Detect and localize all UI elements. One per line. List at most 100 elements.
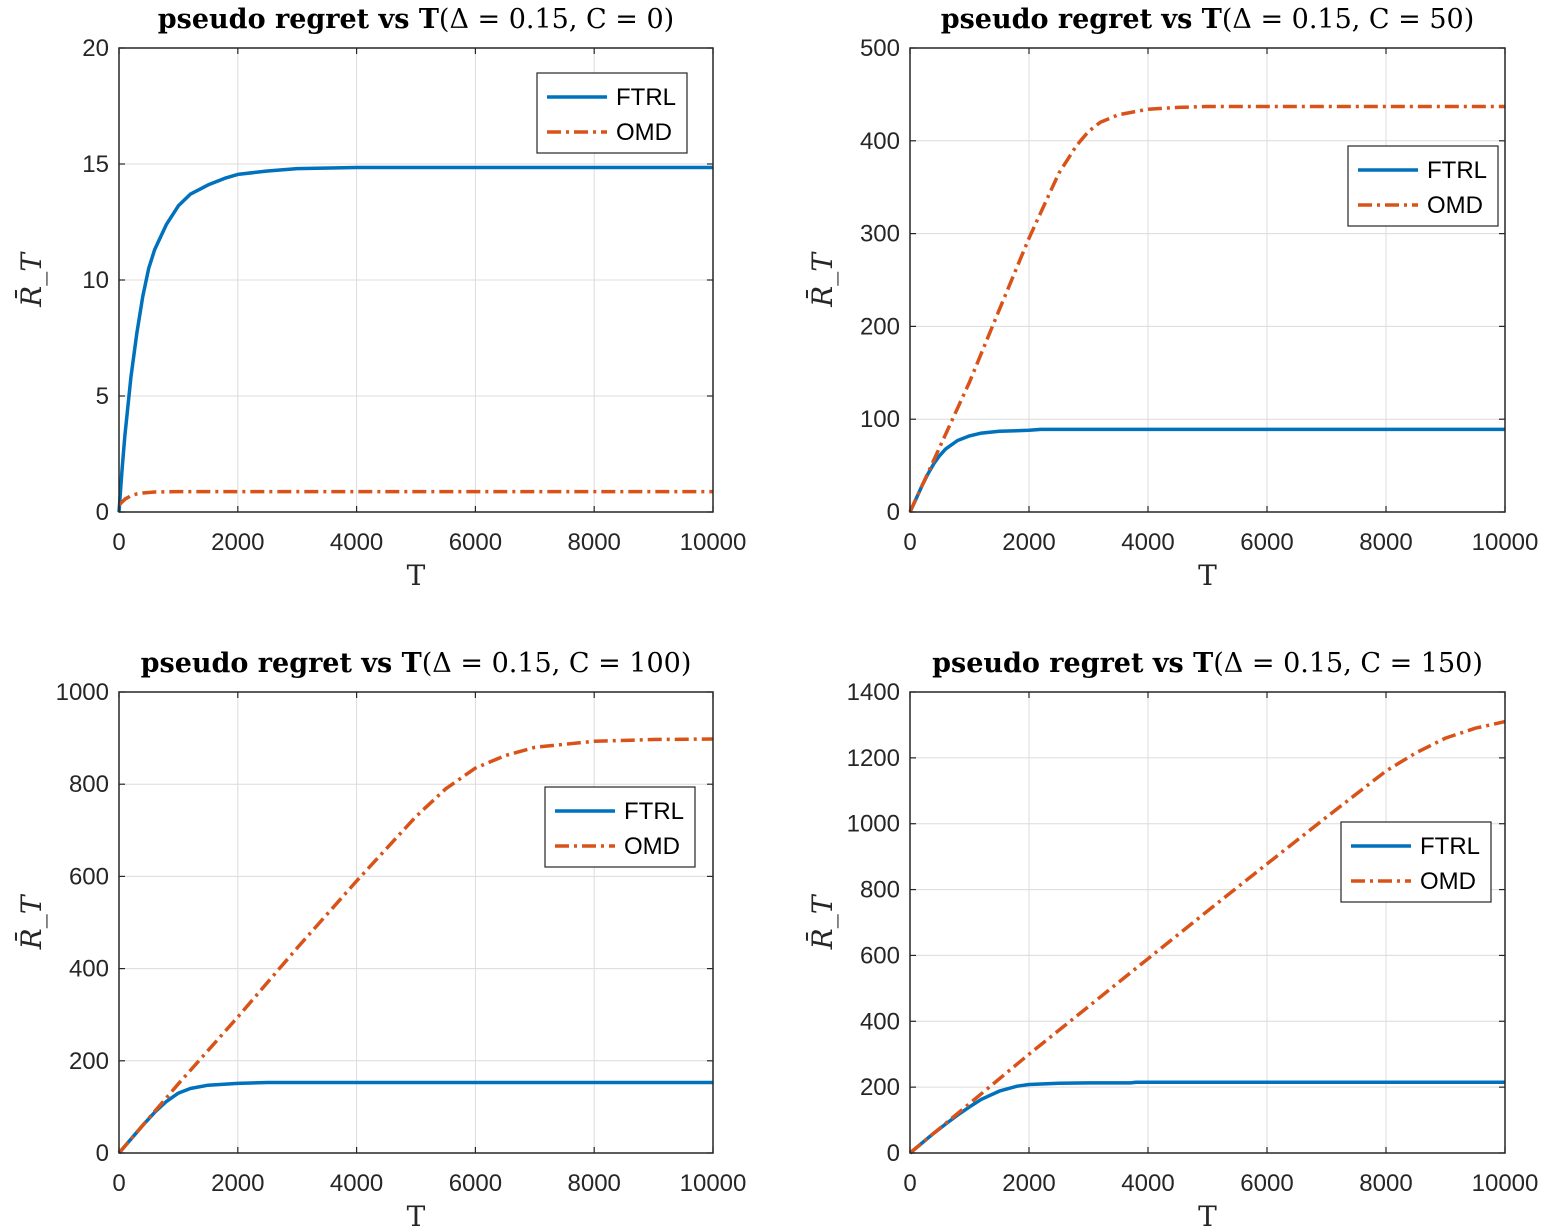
legend-label-ftrl: FTRL — [616, 84, 676, 111]
y-tick-label: 300 — [860, 221, 900, 248]
plot-area — [119, 692, 713, 1153]
chart-panel: 0 2000 4000 6000 8000 10000 0 200 400 600 800 1000 T… — [14, 648, 746, 1231]
y-tick-label: 800 — [860, 877, 900, 904]
chart-title: pseudo regret vs T(Δ = 0.15, C = 0) — [158, 4, 674, 35]
chart-title-params: (Δ = 0.15, C = 100) — [422, 648, 692, 679]
y-tick-label: 20 — [82, 35, 109, 62]
plot-area — [910, 48, 1505, 512]
y-tick-label: 200 — [69, 1048, 109, 1075]
x-tick-label: 8000 — [568, 1170, 621, 1197]
x-tick-label: 10000 — [680, 1170, 747, 1197]
chart-title-params: (Δ = 0.15, C = 0) — [439, 4, 674, 35]
chart-title-bold: pseudo regret vs T — [141, 648, 422, 679]
y-tick-label: 200 — [860, 1074, 900, 1101]
axes-frame — [118, 691, 714, 1154]
y-tick-label: 400 — [860, 1008, 900, 1035]
x-tick-label: 10000 — [680, 529, 747, 556]
y-tick-label: 0 — [96, 1140, 109, 1167]
chart-title: pseudo regret vs T(Δ = 0.15, C = 100) — [141, 648, 692, 679]
x-tick-label: 10000 — [1472, 1170, 1539, 1197]
y-tick-label: 500 — [860, 35, 900, 62]
chart-title-params: (Δ = 0.15, C = 150) — [1213, 648, 1483, 679]
y-tick-label: 400 — [69, 956, 109, 983]
x-axis-label: T — [407, 559, 426, 592]
x-tick-label: 10000 — [1472, 529, 1539, 556]
legend: FTRL OMD — [544, 786, 696, 868]
x-tick-label: 6000 — [449, 529, 502, 556]
x-tick-label: 2000 — [211, 1170, 264, 1197]
y-tick-label: 1400 — [847, 679, 900, 706]
x-tick-label: 6000 — [449, 1170, 502, 1197]
legend: FTRL OMD — [536, 72, 688, 154]
x-axis-label: T — [1198, 559, 1217, 592]
y-tick-label: 100 — [860, 406, 900, 433]
legend: FTRL OMD — [1347, 145, 1499, 227]
legend-label-ftrl: FTRL — [1420, 833, 1480, 860]
y-tick-label: 1000 — [847, 811, 900, 838]
series-line-omd — [117, 489, 713, 507]
y-axis-label: R̄_T — [14, 251, 48, 308]
x-tick-label: 2000 — [1002, 529, 1055, 556]
x-tick-label: 8000 — [568, 529, 621, 556]
series-line-omd — [908, 719, 1506, 1155]
legend-box — [536, 72, 688, 154]
y-tick-label: 600 — [69, 863, 109, 890]
y-tick-label: 1200 — [847, 745, 900, 772]
x-tick-label: 6000 — [1240, 1170, 1293, 1197]
legend-label-omd: OMD — [624, 833, 680, 860]
chart-title-bold: pseudo regret vs T — [932, 648, 1213, 679]
plot-area — [910, 692, 1505, 1153]
legend: FTRL OMD — [1340, 821, 1492, 903]
y-tick-label: 0 — [96, 499, 109, 526]
x-axis-label: T — [407, 1200, 426, 1231]
chart-panel: 0 2000 4000 6000 8000 10000 0 200 400 600 800 1000 1… — [805, 648, 1538, 1231]
chart-panel: 0 2000 4000 6000 8000 10000 0 5 10 15 20 T R̄_T pseud… — [14, 4, 746, 592]
series-line-omd — [117, 737, 714, 1155]
legend-label-ftrl: FTRL — [624, 798, 684, 825]
x-axis-label: T — [1198, 1200, 1217, 1231]
x-tick-label: 2000 — [1002, 1170, 1055, 1197]
chart-title-bold: pseudo regret vs T — [941, 4, 1222, 35]
chart-panel: 0 2000 4000 6000 8000 10000 0 100 200 300 400 500 T R… — [805, 4, 1538, 592]
chart-title: pseudo regret vs T(Δ = 0.15, C = 50) — [941, 4, 1475, 35]
x-tick-label: 0 — [112, 1170, 125, 1197]
series-line-omd — [908, 104, 1505, 513]
x-tick-label: 6000 — [1240, 529, 1293, 556]
y-tick-label: 1000 — [56, 679, 109, 706]
y-axis-label: R̄_T — [805, 251, 839, 308]
y-tick-label: 600 — [860, 942, 900, 969]
legend-label-ftrl: FTRL — [1427, 157, 1487, 184]
y-tick-label: 200 — [860, 313, 900, 340]
series-line-ftrl — [117, 165, 713, 513]
chart-title: pseudo regret vs T(Δ = 0.15, C = 150) — [932, 648, 1483, 679]
x-tick-label: 4000 — [1121, 529, 1174, 556]
y-tick-label: 0 — [887, 499, 900, 526]
y-tick-label: 400 — [860, 128, 900, 155]
y-tick-label: 15 — [82, 151, 109, 178]
x-tick-label: 8000 — [1359, 529, 1412, 556]
x-tick-label: 4000 — [330, 1170, 383, 1197]
x-tick-label: 0 — [903, 1170, 916, 1197]
x-tick-label: 2000 — [211, 529, 264, 556]
y-tick-label: 0 — [887, 1140, 900, 1167]
y-axis-label: R̄_T — [14, 893, 48, 950]
legend-label-omd: OMD — [616, 119, 672, 146]
legend-box — [1340, 821, 1492, 903]
y-axis-label: R̄_T — [805, 893, 839, 950]
x-tick-label: 4000 — [330, 529, 383, 556]
x-tick-label: 8000 — [1359, 1170, 1412, 1197]
x-tick-label: 0 — [903, 529, 916, 556]
legend-box — [1347, 145, 1499, 227]
axes-frame — [909, 691, 1506, 1154]
legend-label-omd: OMD — [1420, 868, 1476, 895]
legend-label-omd: OMD — [1427, 192, 1483, 219]
legend-box — [544, 786, 696, 868]
y-tick-label: 800 — [69, 771, 109, 798]
x-tick-label: 0 — [112, 529, 125, 556]
chart-title-params: (Δ = 0.15, C = 50) — [1222, 4, 1474, 35]
x-tick-label: 4000 — [1121, 1170, 1174, 1197]
chart-title-bold: pseudo regret vs T — [158, 4, 439, 35]
axes-frame — [909, 47, 1506, 513]
y-tick-label: 5 — [96, 383, 109, 410]
